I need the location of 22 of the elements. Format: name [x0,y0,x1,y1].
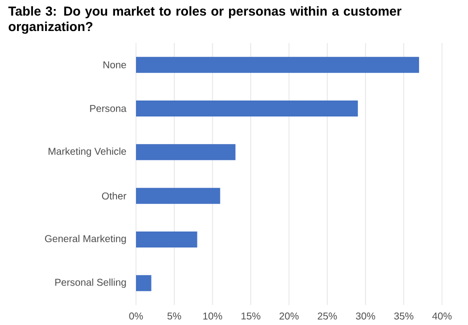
x-tick-label: 15% [242,312,260,320]
x-tick-label: 30% [356,312,376,320]
x-tick-label: 0% [129,312,143,320]
y-tick-label: General Marketing [45,234,126,244]
x-tick-label: 25% [318,312,337,320]
bar [136,275,152,292]
x-tick-label: 10% [203,312,222,320]
bar [136,188,220,204]
x-tick-label: 20% [280,312,299,320]
y-tick-label: None [103,61,126,68]
x-tick-label: 40% [432,312,452,320]
y-tick-label: Persona [90,105,126,112]
bar [136,56,420,73]
chart-title: Table 3: Do you market to roles or personas within a customer organization? [8,6,402,34]
bar [136,232,198,248]
x-tick-label: 35% [394,312,414,320]
x-tick-label: 5% [167,312,182,320]
bar [136,100,358,117]
y-tick-label: Marketing Vehicle [48,148,126,157]
y-tick-label: Personal Selling [55,278,126,288]
y-tick-label: Other [102,192,126,200]
bar [136,144,236,160]
